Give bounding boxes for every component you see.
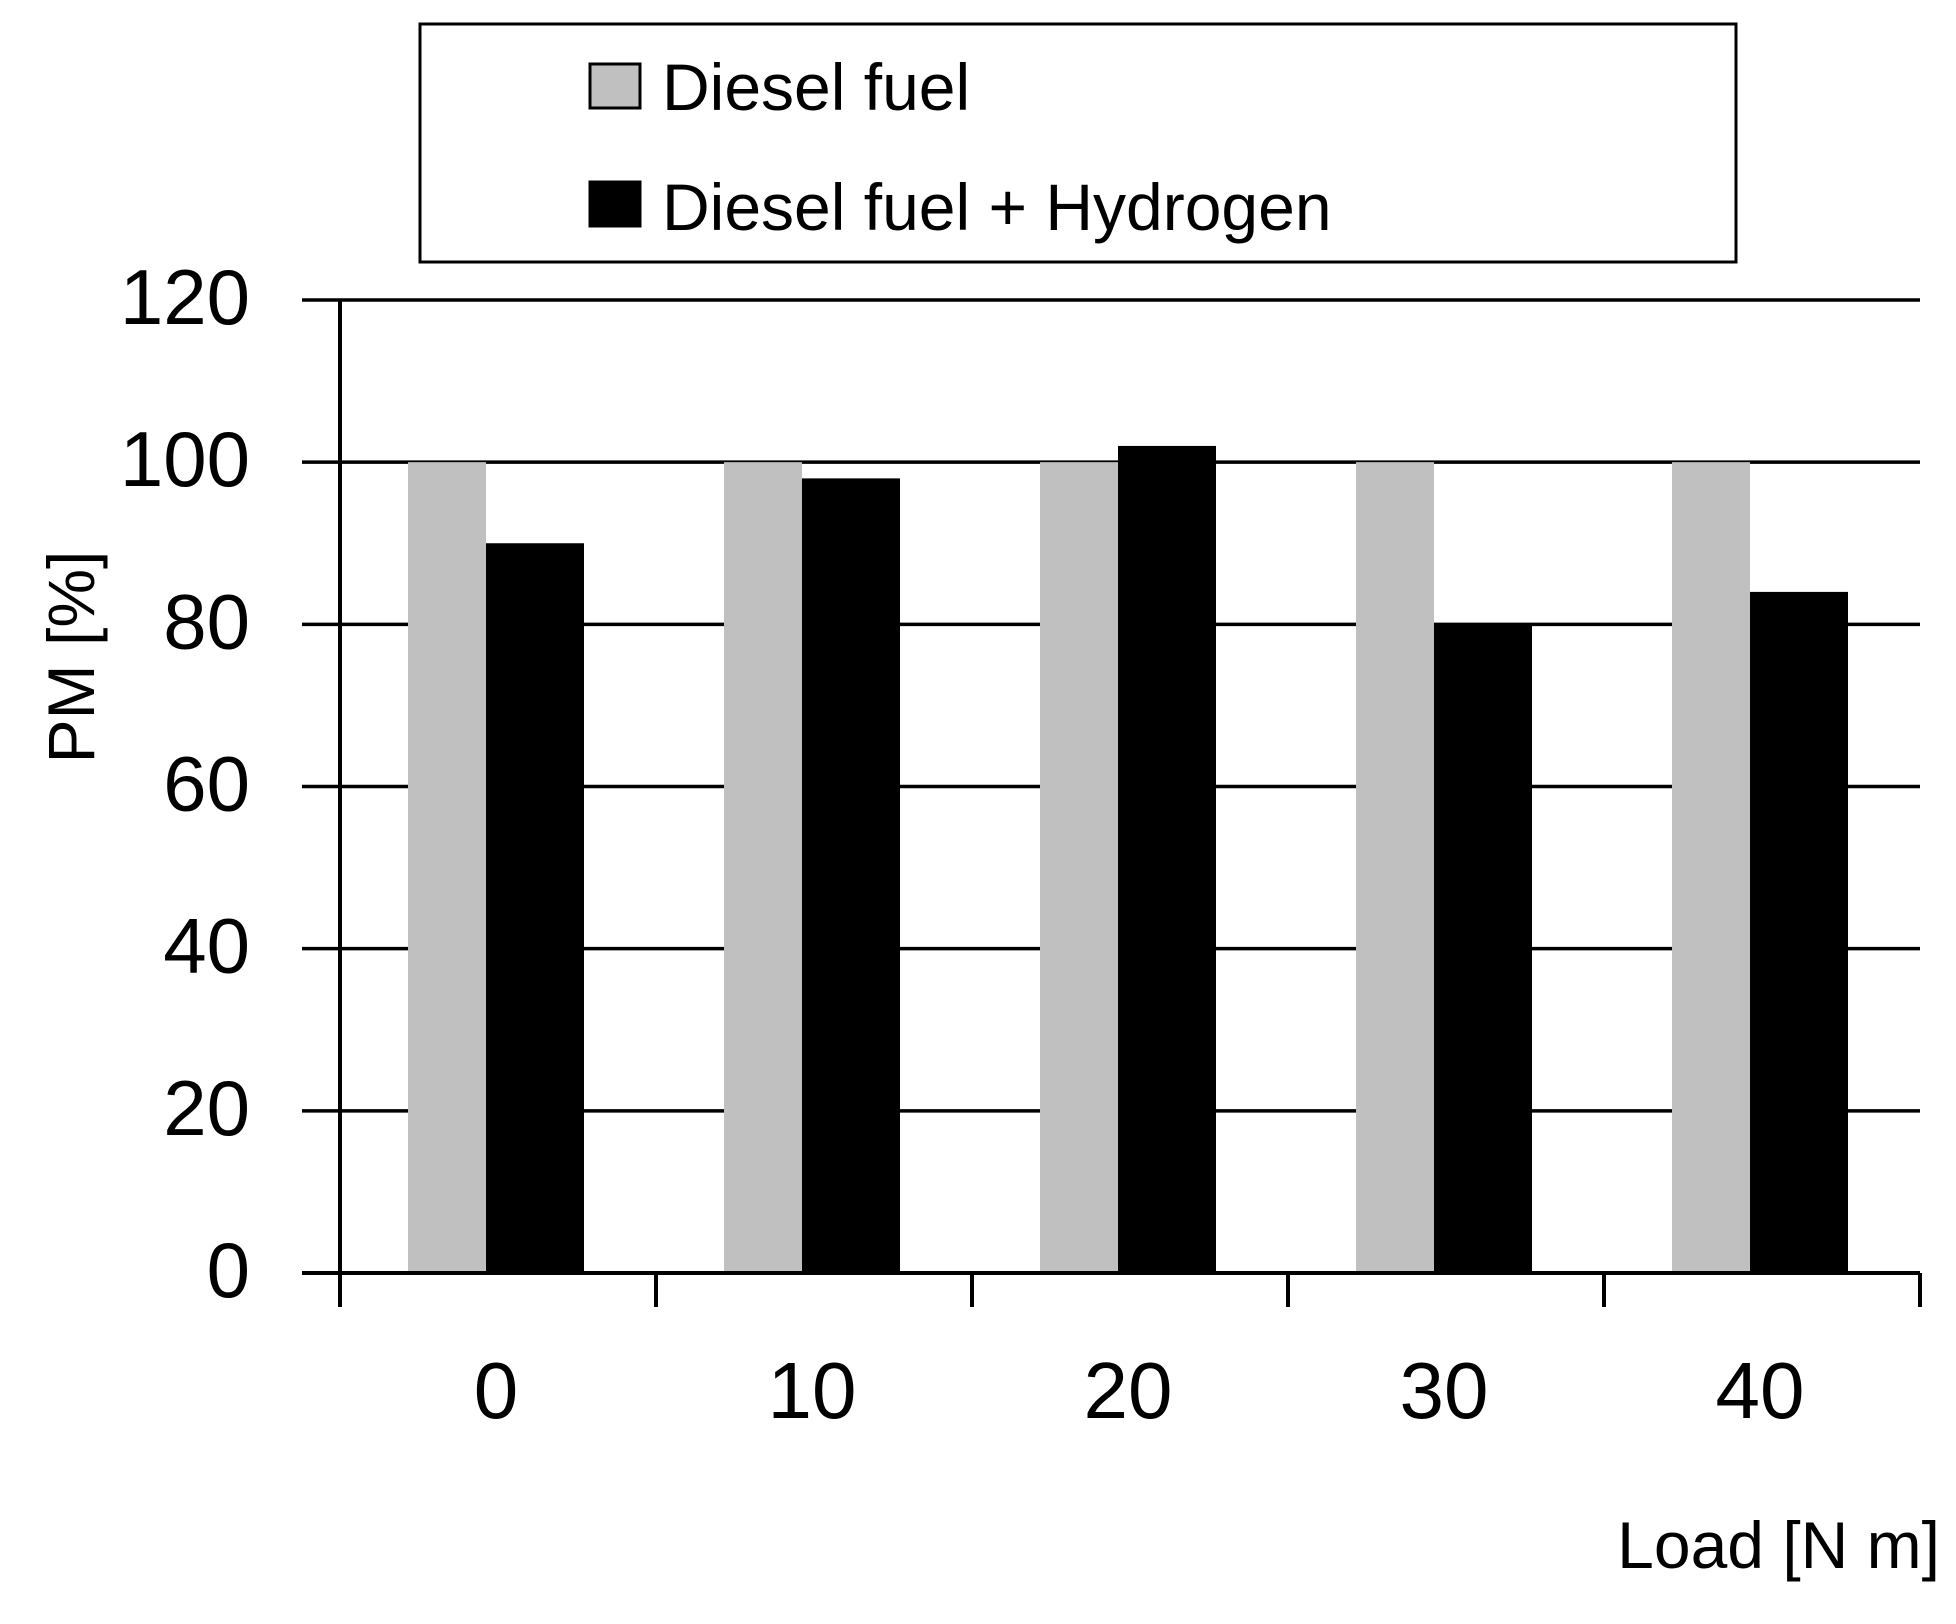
y-tick-label-120: 120 (120, 253, 250, 341)
x-tick-label-10: 10 (768, 1346, 857, 1435)
bar-diesel-fuel-hydrogen-load-10 (802, 478, 900, 1274)
y-tick-label-20: 20 (163, 1064, 250, 1152)
legend-swatch-diesel-fuel (588, 62, 642, 110)
x-tick-labels: 0 10 20 30 40 (474, 1346, 1805, 1435)
bar-diesel-fuel-hydrogen-load-20 (1118, 445, 1216, 1273)
x-tick-label-30: 30 (1400, 1346, 1489, 1435)
x-tick-label-0: 0 (474, 1346, 519, 1435)
bar-diesel-fuel-load-40 (1672, 462, 1750, 1274)
bar-diesel-fuel-hydrogen-load-40 (1750, 591, 1848, 1273)
bar-diesel-fuel-load-30 (1356, 462, 1434, 1274)
y-tick-label-100: 100 (120, 415, 250, 503)
y-tick-label-0: 0 (207, 1226, 250, 1314)
legend-label-diesel-fuel: Diesel fuel (662, 50, 970, 124)
bar-diesel-fuel-hydrogen-load-30 (1434, 624, 1532, 1273)
bar-diesel-fuel-load-10 (724, 462, 802, 1274)
legend-swatch-diesel-fuel-hydrogen (588, 180, 642, 228)
y-tick-labels: 0 20 40 60 80 100 120 (120, 253, 250, 1314)
legend-label-diesel-fuel-hydrogen: Diesel fuel + Hydrogen (662, 170, 1332, 244)
bar-diesel-fuel-hydrogen-load-0 (486, 543, 584, 1273)
x-axis-title: Load [N m] (1617, 1508, 1940, 1582)
y-tick-label-40: 40 (163, 902, 250, 990)
axes (302, 300, 1922, 1307)
bar-diesel-fuel-load-0 (408, 462, 486, 1274)
y-tick-label-60: 60 (163, 740, 250, 828)
y-axis-title: PM [%] (34, 551, 108, 764)
x-tick-label-20: 20 (1084, 1346, 1173, 1435)
legend: Diesel fuel Diesel fuel + Hydrogen (418, 22, 1738, 264)
bars (408, 445, 1848, 1274)
y-tick-label-80: 80 (163, 577, 250, 665)
bar-diesel-fuel-load-20 (1040, 462, 1118, 1274)
x-tick-label-40: 40 (1716, 1346, 1805, 1435)
